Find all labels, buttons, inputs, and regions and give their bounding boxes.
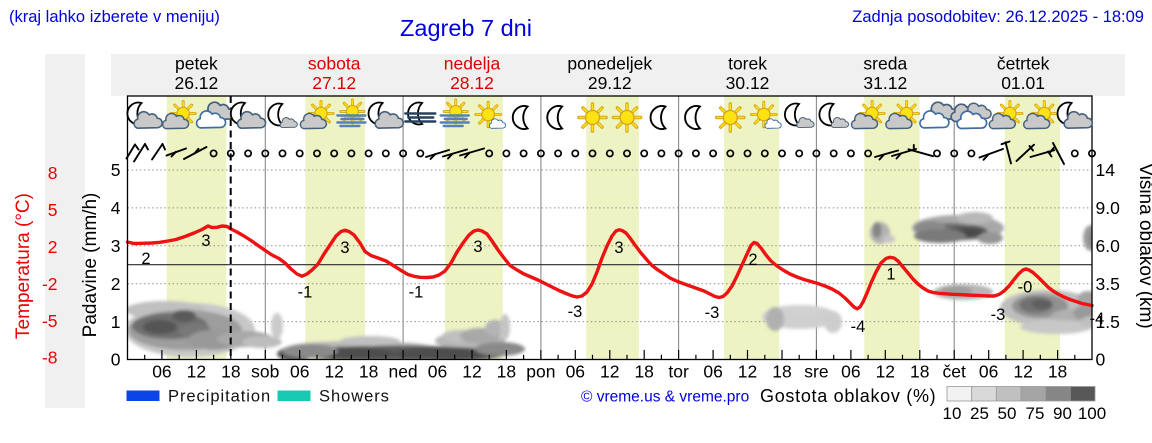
svg-text:06: 06 (152, 362, 171, 382)
svg-text:18: 18 (221, 362, 240, 382)
svg-text:18: 18 (910, 362, 929, 382)
svg-text:© vreme.us & vreme.pro: © vreme.us & vreme.pro (581, 389, 749, 406)
svg-text:2: 2 (748, 251, 757, 269)
svg-text:10: 10 (943, 404, 962, 423)
svg-text:26.12: 26.12 (174, 73, 218, 93)
svg-text:3: 3 (614, 239, 623, 257)
svg-text:28.12: 28.12 (450, 73, 494, 93)
svg-text:75: 75 (1026, 404, 1045, 423)
svg-text:ned: ned (388, 362, 417, 382)
svg-text:9.0: 9.0 (1096, 198, 1121, 218)
svg-text:12: 12 (876, 362, 895, 382)
svg-text:Višina oblakov (km): Višina oblakov (km) (1135, 163, 1152, 328)
svg-text:Zadnja posodobitev: 26.12.2025: Zadnja posodobitev: 26.12.2025 - 18:09 (852, 8, 1144, 26)
svg-text:0: 0 (111, 350, 121, 370)
svg-text:čet: čet (943, 362, 966, 382)
svg-text:12: 12 (738, 362, 757, 382)
svg-text:-8: -8 (42, 348, 58, 368)
svg-text:Showers: Showers (319, 388, 390, 406)
svg-text:-3: -3 (568, 303, 583, 321)
svg-text:100: 100 (1078, 404, 1106, 423)
svg-text:06: 06 (841, 362, 860, 382)
svg-text:(kraj lahko izberete v meniju): (kraj lahko izberete v meniju) (9, 8, 220, 26)
svg-text:-5: -5 (42, 311, 58, 331)
svg-text:18: 18 (634, 362, 653, 382)
svg-text:01.01: 01.01 (1001, 73, 1045, 93)
svg-text:4: 4 (111, 198, 121, 218)
svg-text:8: 8 (48, 163, 58, 183)
svg-text:-2: -2 (42, 274, 58, 294)
svg-text:18: 18 (497, 362, 516, 382)
svg-text:12: 12 (600, 362, 619, 382)
svg-text:-4: -4 (1090, 310, 1105, 328)
svg-text:Precipitation: Precipitation (168, 388, 271, 406)
svg-text:-3: -3 (705, 304, 720, 322)
svg-text:06: 06 (290, 362, 309, 382)
svg-text:-4: -4 (851, 318, 866, 336)
svg-text:6.0: 6.0 (1096, 236, 1121, 256)
svg-text:sre: sre (804, 362, 828, 382)
svg-text:petek: petek (175, 54, 218, 74)
svg-text:12: 12 (187, 362, 206, 382)
svg-text:5: 5 (111, 160, 121, 180)
svg-text:18: 18 (359, 362, 378, 382)
svg-text:-3: -3 (991, 306, 1006, 324)
svg-text:2: 2 (141, 250, 150, 268)
svg-text:2: 2 (48, 237, 58, 257)
svg-text:Padavine (mm/h): Padavine (mm/h) (80, 193, 101, 338)
svg-text:sobota: sobota (308, 54, 361, 74)
svg-text:Zagreb 7 dni: Zagreb 7 dni (400, 15, 532, 41)
svg-text:-1: -1 (409, 284, 424, 302)
svg-text:12: 12 (324, 362, 343, 382)
svg-text:1: 1 (886, 266, 895, 284)
svg-text:-0: -0 (1018, 279, 1033, 297)
svg-text:25: 25 (970, 404, 989, 423)
svg-text:06: 06 (428, 362, 447, 382)
svg-text:ponedeljek: ponedeljek (567, 54, 652, 74)
svg-text:18: 18 (772, 362, 791, 382)
svg-text:1: 1 (111, 312, 121, 332)
svg-text:nedelja: nedelja (444, 54, 501, 74)
svg-text:Gostota oblakov (%): Gostota oblakov (%) (760, 386, 936, 406)
svg-text:3: 3 (340, 239, 349, 257)
svg-text:14: 14 (1096, 160, 1116, 180)
svg-text:3: 3 (111, 236, 121, 256)
svg-text:0: 0 (1096, 350, 1106, 370)
svg-text:pon: pon (526, 362, 555, 382)
svg-text:sreda: sreda (863, 54, 907, 74)
svg-text:12: 12 (1013, 362, 1032, 382)
svg-text:torek: torek (728, 54, 767, 74)
svg-text:1.5: 1.5 (1096, 312, 1120, 332)
svg-text:27.12: 27.12 (312, 73, 356, 93)
svg-text:tor: tor (668, 362, 689, 382)
svg-text:3.5: 3.5 (1096, 274, 1120, 294)
svg-text:30.12: 30.12 (726, 73, 770, 93)
svg-text:3: 3 (201, 232, 210, 250)
svg-text:Temperatura (°C): Temperatura (°C) (13, 193, 34, 339)
svg-text:06: 06 (566, 362, 585, 382)
svg-text:četrtek: četrtek (997, 54, 1050, 74)
svg-text:06: 06 (979, 362, 998, 382)
svg-text:-1: -1 (298, 284, 313, 302)
svg-text:50: 50 (998, 404, 1017, 423)
svg-text:2: 2 (111, 274, 121, 294)
svg-text:3: 3 (473, 238, 482, 256)
svg-text:12: 12 (462, 362, 481, 382)
svg-text:18: 18 (1048, 362, 1067, 382)
svg-text:90: 90 (1053, 404, 1072, 423)
svg-text:sob: sob (251, 362, 279, 382)
svg-text:29.12: 29.12 (588, 73, 632, 93)
svg-text:06: 06 (703, 362, 722, 382)
svg-text:31.12: 31.12 (863, 73, 907, 93)
svg-text:5: 5 (48, 200, 58, 220)
